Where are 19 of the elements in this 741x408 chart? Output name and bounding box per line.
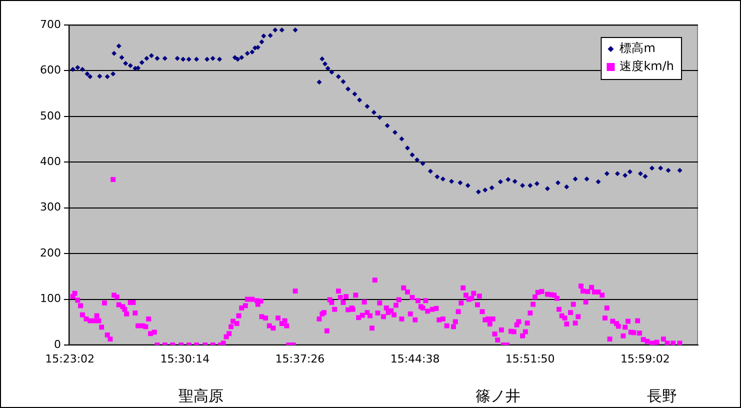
y-tick-label: 0 <box>54 338 61 351</box>
text: 篠ノ井 <box>476 386 520 405</box>
y-tick-label: 500 <box>40 109 61 122</box>
x-tick-label: 15:30:14 <box>160 352 210 366</box>
x-tick-label: 15:59:02 <box>620 352 670 366</box>
y-tick-label: 600 <box>40 64 61 77</box>
x-tick-label: 15:37:26 <box>275 352 325 366</box>
y-tick-label: 200 <box>40 246 61 260</box>
y-tick-label: 300 <box>40 200 61 214</box>
text: 聖高原 <box>178 386 224 405</box>
y-tick-label: 100 <box>40 292 61 306</box>
x-tick-label: 15:51:50 <box>505 352 555 366</box>
x-tick-label: 15:44:38 <box>390 352 440 366</box>
y-tick-label: 700 <box>40 18 61 31</box>
x-tick-label: 15:23:02 <box>45 352 95 366</box>
y-tick-label: 400 <box>40 155 61 168</box>
legend-label: 標高m <box>620 41 656 56</box>
text: 長野 <box>647 386 677 405</box>
legend-label: 速度km/h <box>620 59 674 74</box>
